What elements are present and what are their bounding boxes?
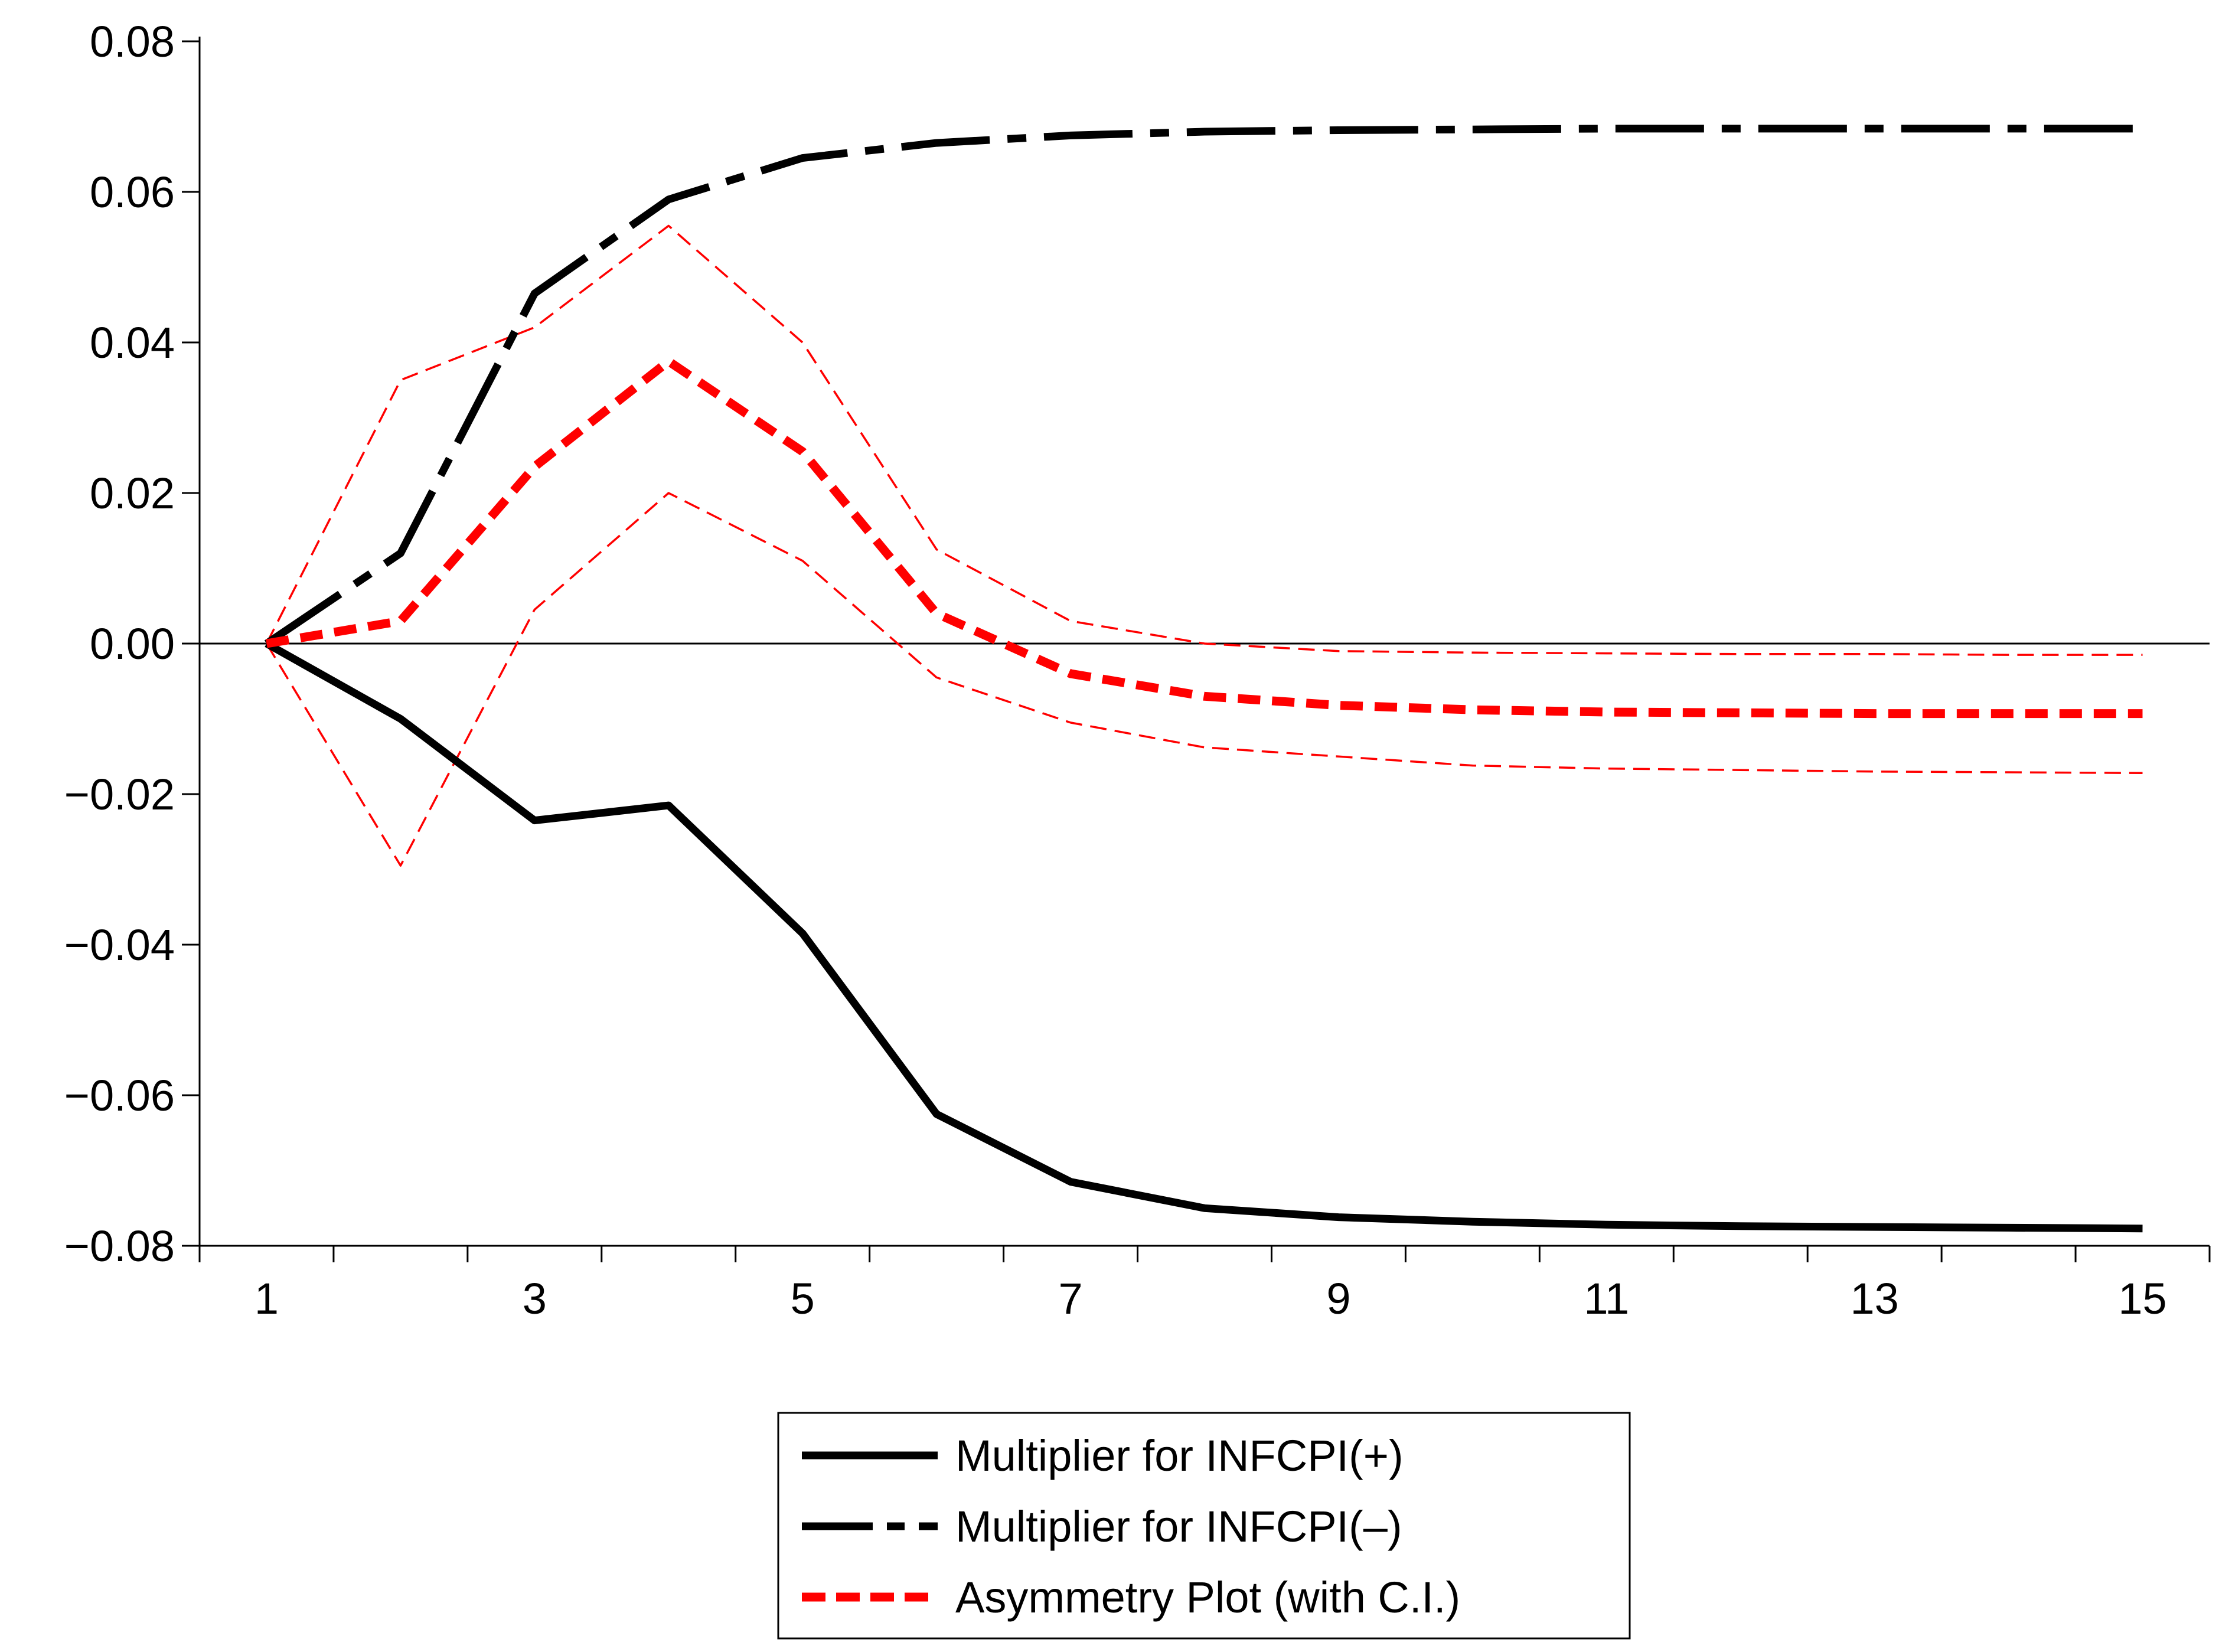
series-line-multiplier-for-infcpi (264, 125, 2143, 647)
legend-label: Asymmetry Plot (with C.I.) (955, 1573, 1460, 1622)
x-tick-label: 1 (254, 1274, 279, 1323)
x-tick-label: 13 (1851, 1274, 1899, 1323)
y-tick-label: −0.02 (64, 770, 175, 819)
x-tick-label: 15 (2118, 1274, 2166, 1323)
y-tick-label: 0.00 (90, 619, 175, 668)
x-tick-label: 9 (1326, 1274, 1350, 1323)
axes: 0.08 0.06 0.04 0.02 0.00 −0.02 −0.04 −0.06 −0.08… (64, 17, 2211, 1323)
y-tick-label: −0.04 (64, 920, 175, 969)
y-tick-label: 0.06 (90, 168, 175, 217)
y-tick-label: 0.04 (90, 318, 175, 367)
series-line-asymmetry-lower-bound (266, 492, 2143, 867)
x-tick-label: 5 (791, 1274, 815, 1323)
series-line-multiplier-for-infcpi (265, 640, 2143, 1233)
legend-label: Multiplier for INFCPI(–) (955, 1502, 1402, 1551)
series-line-asymmetry-plot-with-c-i (266, 357, 2143, 719)
y-tick-label: −0.08 (64, 1222, 175, 1271)
y-tick-label: −0.06 (64, 1071, 175, 1120)
series-line-asymmetry-upper-bound (265, 224, 2143, 656)
legend-label: Multiplier for INFCPI(+) (955, 1431, 1404, 1480)
series-layer (264, 125, 2143, 1233)
x-tick-label: 11 (1584, 1274, 1629, 1323)
y-tick-label: 0.02 (90, 469, 175, 518)
y-tick-label: 0.08 (90, 17, 175, 66)
x-tick-label: 3 (523, 1274, 547, 1323)
x-tick-label: 7 (1058, 1274, 1082, 1323)
legend: Multiplier for INFCPI(+) Multiplier for I… (777, 1412, 1631, 1640)
